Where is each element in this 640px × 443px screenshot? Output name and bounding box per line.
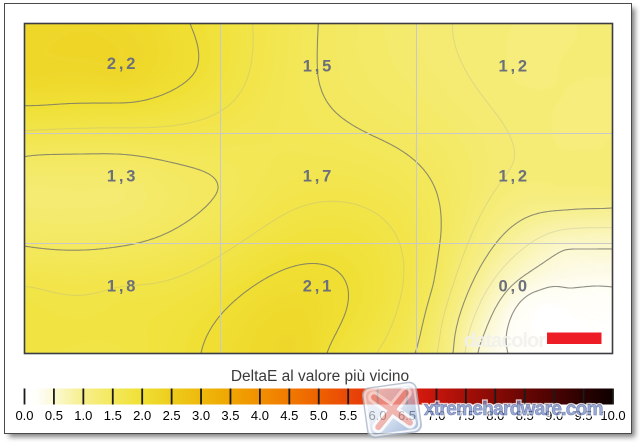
- svg-text:8.0: 8.0: [486, 408, 504, 423]
- svg-text:0,0: 0,0: [499, 277, 530, 295]
- svg-text:1.5: 1.5: [104, 408, 122, 423]
- svg-text:xtremehardware.com: xtremehardware.com: [424, 399, 604, 420]
- svg-text:2,1: 2,1: [303, 277, 334, 295]
- svg-text:1,2: 1,2: [499, 57, 530, 75]
- svg-text:datacolor: datacolor: [464, 330, 546, 352]
- svg-text:10.0: 10.0: [600, 408, 625, 423]
- svg-text:2.5: 2.5: [163, 408, 181, 423]
- svg-text:1,3: 1,3: [107, 167, 138, 185]
- svg-text:1.0: 1.0: [74, 408, 92, 423]
- svg-text:3.0: 3.0: [192, 408, 210, 423]
- svg-text:1,7: 1,7: [303, 167, 334, 185]
- svg-text:4.5: 4.5: [280, 408, 298, 423]
- svg-text:4.0: 4.0: [251, 408, 269, 423]
- svg-text:1,5: 1,5: [303, 57, 334, 75]
- svg-text:2.0: 2.0: [133, 408, 151, 423]
- svg-text:xtremehardware.com: xtremehardware.com: [424, 399, 604, 420]
- svg-text:5.5: 5.5: [339, 408, 357, 423]
- svg-text:9.5: 9.5: [575, 408, 593, 423]
- svg-text:0.5: 0.5: [45, 408, 63, 423]
- svg-text:1,2: 1,2: [499, 167, 530, 185]
- svg-text:5.0: 5.0: [310, 408, 328, 423]
- svg-text:0.0: 0.0: [15, 408, 33, 423]
- svg-text:7.5: 7.5: [457, 408, 475, 423]
- svg-text:1,8: 1,8: [107, 277, 138, 295]
- svg-text:3.5: 3.5: [221, 408, 239, 423]
- svg-text:DeltaE al valore più vicino: DeltaE al valore più vicino: [231, 368, 409, 385]
- svg-text:8.5: 8.5: [516, 408, 534, 423]
- svg-text:9.0: 9.0: [545, 408, 563, 423]
- svg-text:7.0: 7.0: [427, 408, 445, 423]
- svg-text:2,2: 2,2: [107, 55, 138, 73]
